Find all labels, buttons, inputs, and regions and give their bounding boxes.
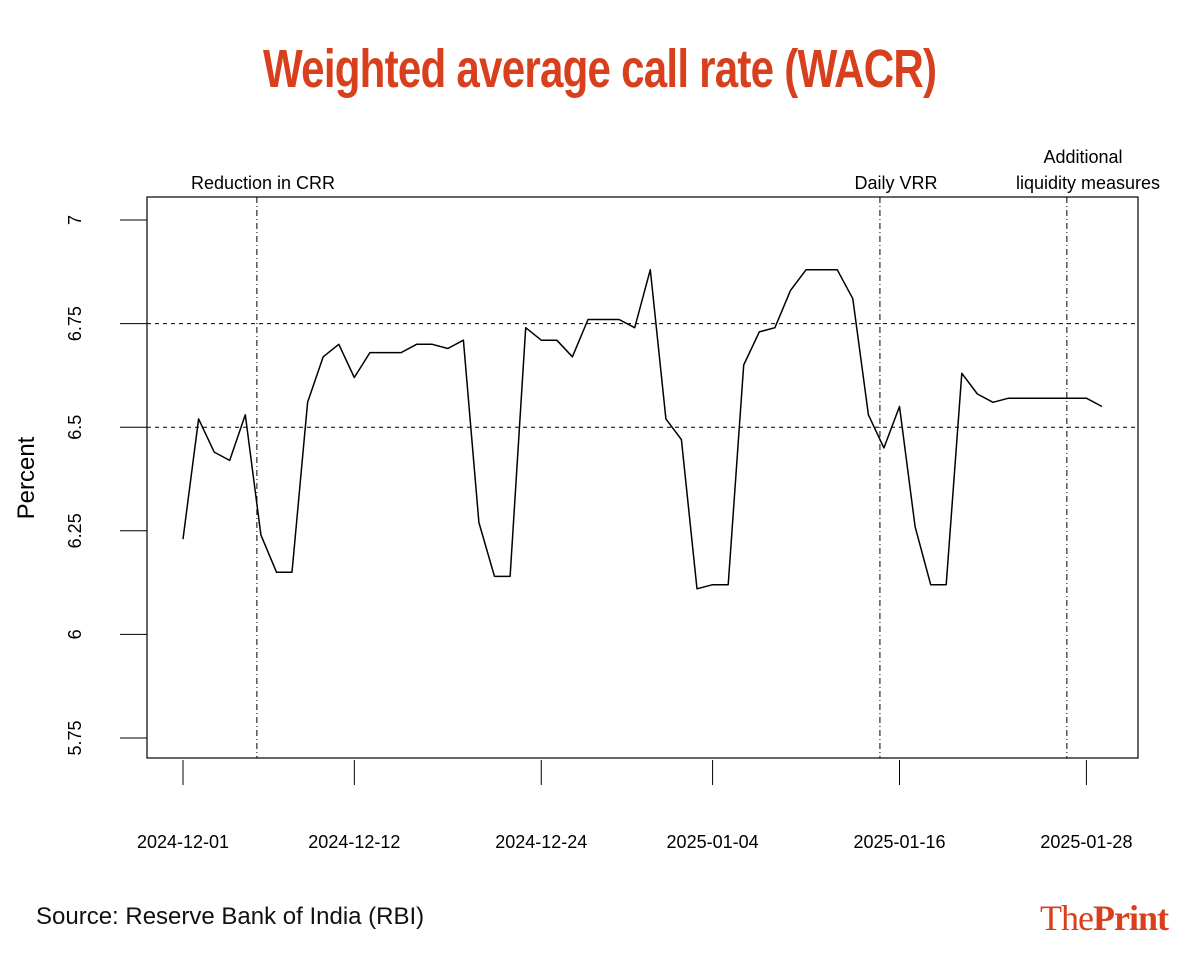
source-note: Source: Reserve Bank of India (RBI): [36, 903, 425, 930]
logo-part-the: The: [1040, 898, 1094, 938]
x-tick-label-1: 2024-12-12: [308, 832, 400, 852]
event-label-liquidity-line2: liquidity measures: [1016, 173, 1160, 193]
theprint-logo: ThePrint: [1040, 897, 1169, 939]
wacr-series-line: [182, 268, 1103, 590]
x-tick-label-2: 2024-12-24: [495, 832, 587, 852]
event-label-liquidity-line1: Additional: [1043, 147, 1122, 167]
y-axis-label: Percent: [13, 436, 40, 519]
y-tick-label-4: 6.75: [65, 306, 85, 341]
logo-part-print: Print: [1093, 898, 1169, 938]
y-tick-label-2: 6.25: [65, 513, 85, 548]
y-tick-label-5: 7: [65, 215, 85, 225]
chart-title-text: Weighted average call rate (WACR): [263, 39, 937, 99]
plot-frame: [146, 196, 1139, 759]
x-tick-label-4: 2025-01-16: [853, 832, 945, 852]
chart-title: Weighted average call rate (WACR): [0, 38, 1200, 100]
y-tick-label-1: 6: [65, 629, 85, 639]
x-tick-label-3: 2025-01-04: [667, 832, 759, 852]
event-label-crr: Reduction in CRR: [191, 173, 335, 193]
y-tick-label-0: 5.75: [65, 720, 85, 755]
y-tick-label-3: 6.5: [65, 415, 85, 440]
x-tick-label-5: 2025-01-28: [1040, 832, 1132, 852]
event-label-vrr: Daily VRR: [854, 173, 937, 193]
x-tick-label-0: 2024-12-01: [137, 832, 229, 852]
